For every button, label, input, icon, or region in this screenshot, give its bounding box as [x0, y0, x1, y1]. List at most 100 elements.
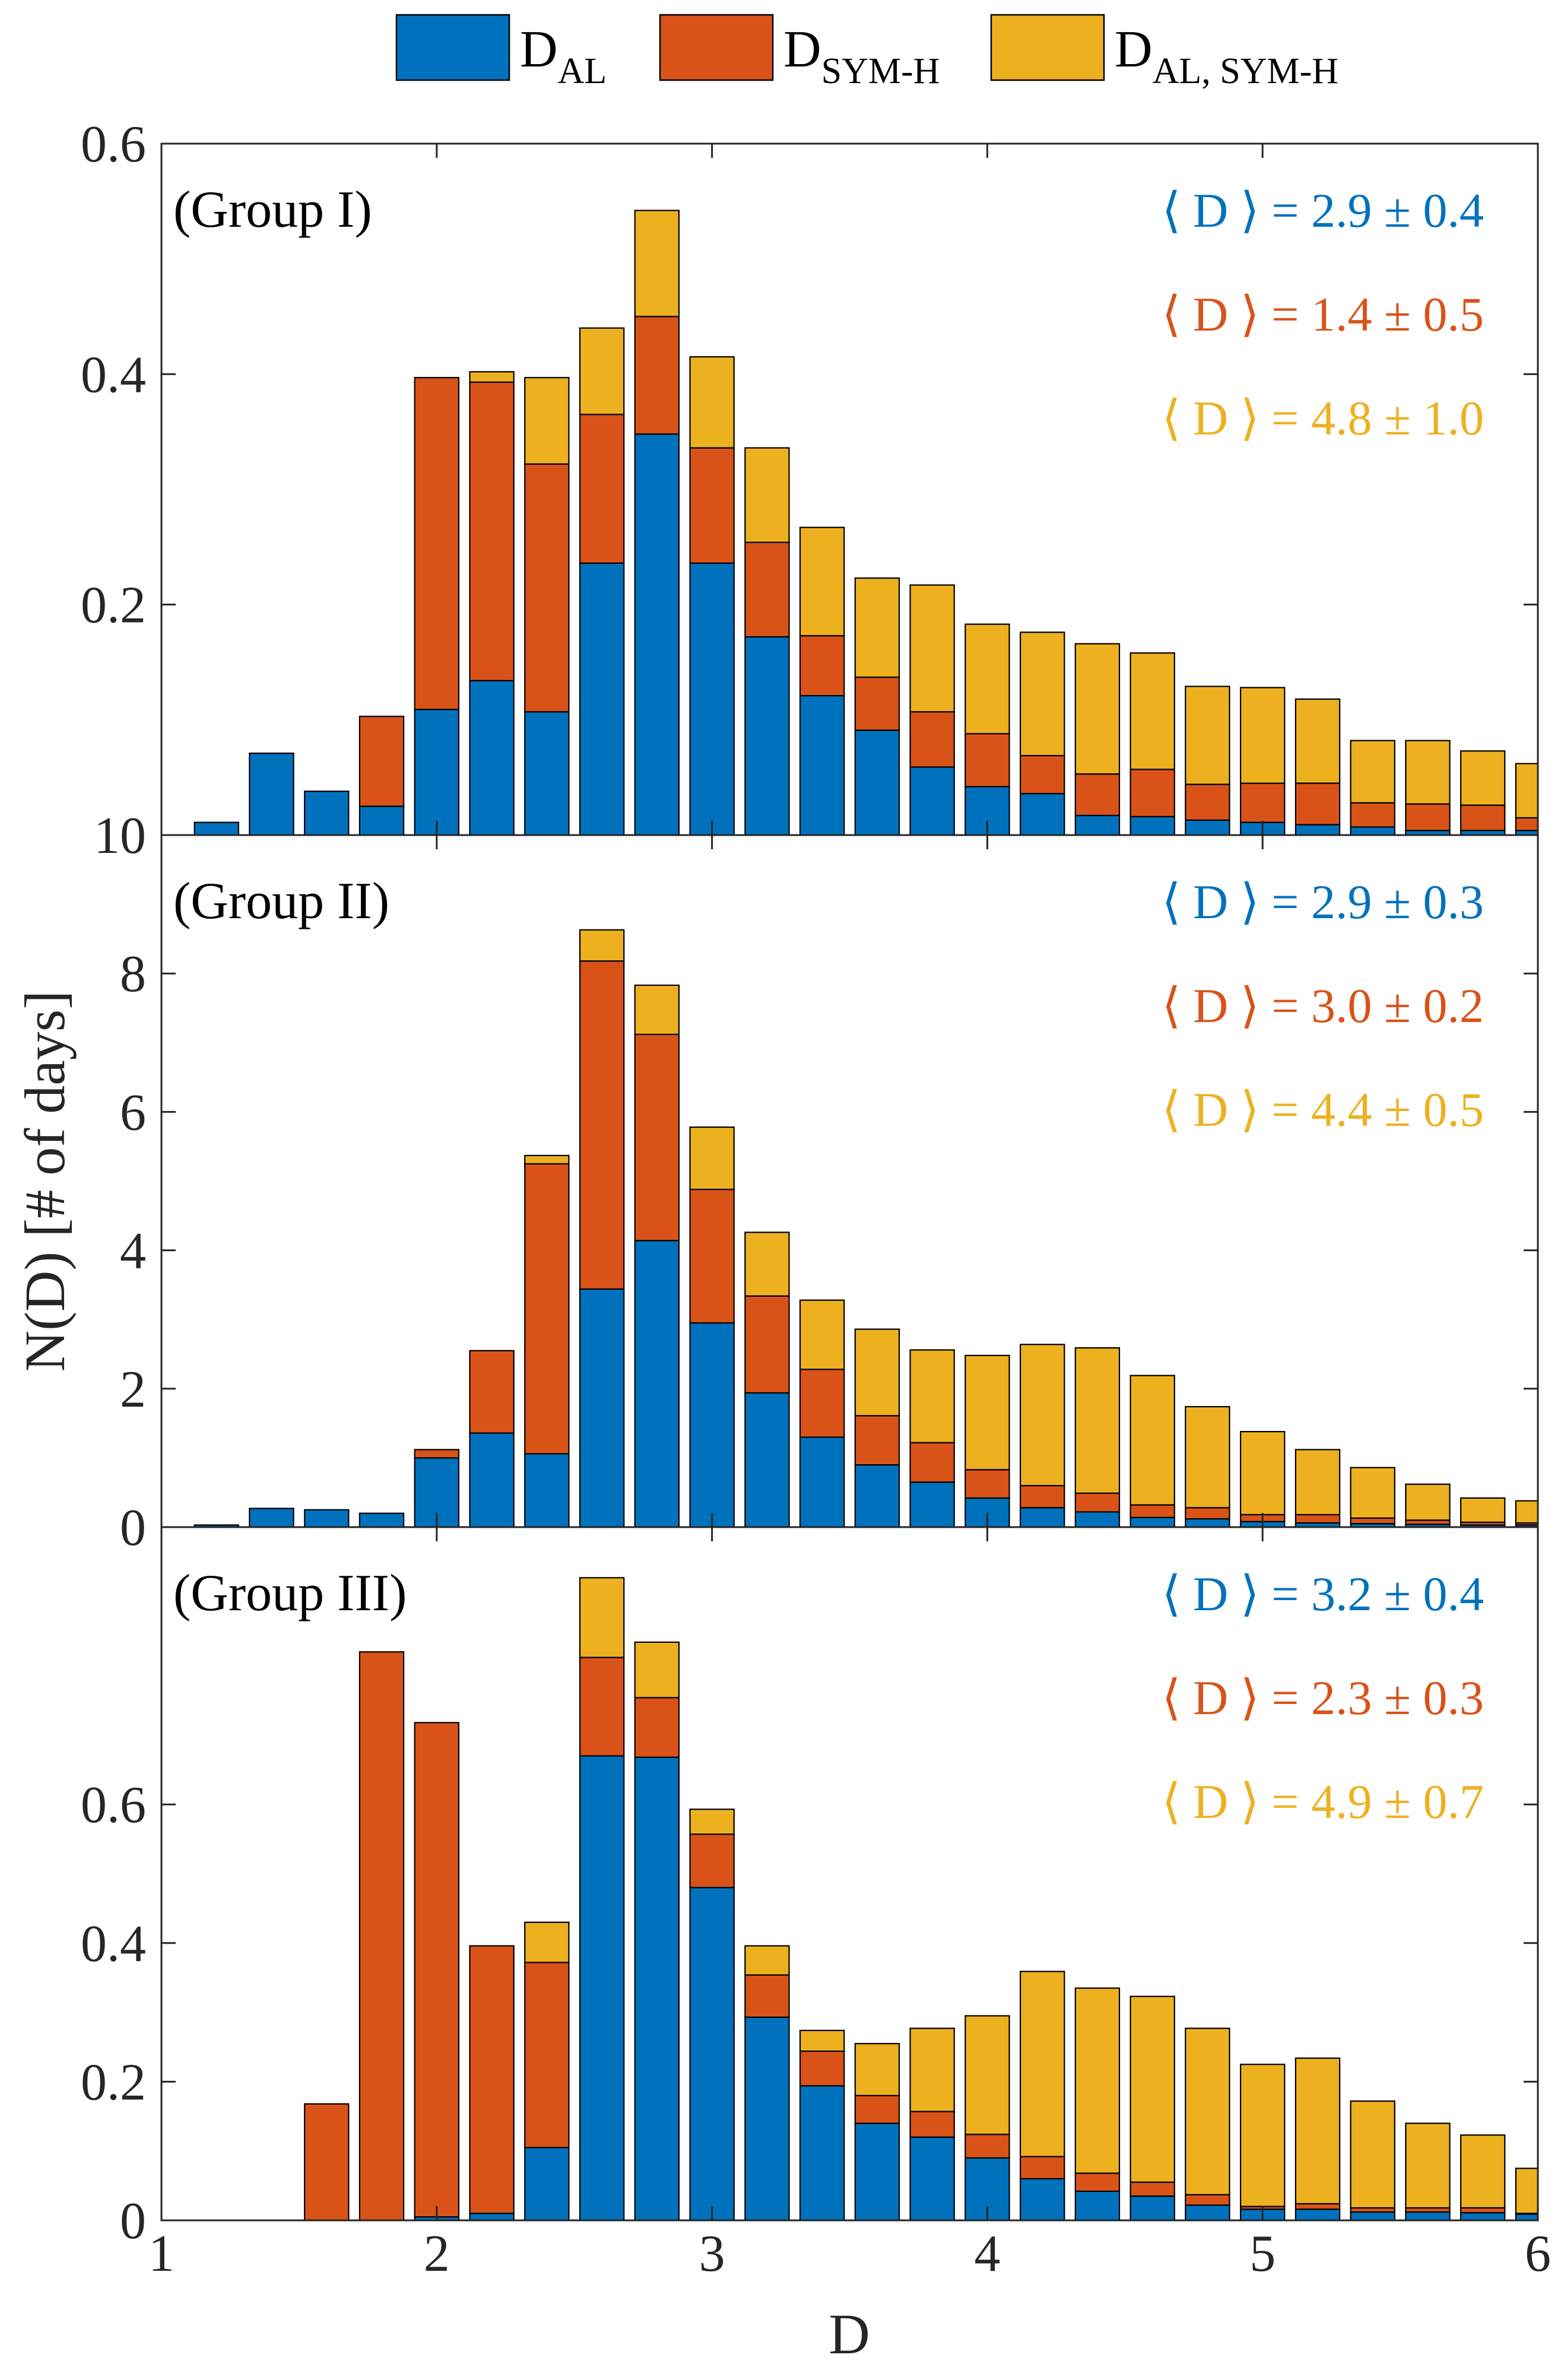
- bar-d-al-sym-h-bin-16: [1019, 1344, 1065, 1487]
- bar-d-al-sym-h-bin-23: [1405, 1483, 1451, 1521]
- bar-d-al-sym-h-bin-14: [909, 2027, 955, 2112]
- mean-stat-2: ⟨ D ⟩ = 3.0 ± 0.2: [1162, 979, 1484, 1033]
- bar-d-al-bin-8: [579, 1288, 625, 1528]
- bar-d-al-bin-7: [524, 711, 570, 836]
- bar-d-al-bin-2: [249, 1508, 294, 1528]
- bar-d-sym-h-bin-7: [524, 463, 570, 713]
- bar-d-al-bin-12: [799, 694, 845, 836]
- bar-d-al-sym-h-bin-14: [909, 1349, 955, 1443]
- bar-d-al-bin-7: [524, 1453, 570, 1528]
- bar-d-al-bin-25: [1515, 2213, 1539, 2222]
- bar-d-al-sym-h-bin-8: [579, 929, 625, 962]
- bar-d-sym-h-bin-12: [799, 2050, 845, 2087]
- bar-d-al-bin-5: [414, 709, 460, 836]
- bar-d-al-bin-9: [634, 433, 680, 836]
- bar-d-sym-h-bin-14: [909, 711, 955, 768]
- bar-d-al-bin-21: [1295, 2208, 1341, 2222]
- bar-d-al-bin-11: [744, 2016, 790, 2222]
- y-axis-label: N(D) [# of days]: [13, 991, 77, 1372]
- x-tick-label: 5: [1249, 2225, 1276, 2283]
- bar-d-al-sym-h-bin-25: [1515, 1500, 1539, 1524]
- y-tick-label: 0.6: [81, 1776, 146, 1834]
- bar-d-al-sym-h-bin-18: [1129, 1375, 1175, 1506]
- bar-d-al-bin-13: [854, 1464, 900, 1528]
- bar-d-sym-h-bin-5: [414, 1449, 460, 1459]
- bar-d-al-sym-h-bin-15: [964, 2015, 1010, 2135]
- legend-swatch: [990, 14, 1105, 81]
- bar-d-al-sym-h-bin-25: [1515, 2168, 1539, 2214]
- bar-d-al-bin-6: [469, 2213, 515, 2222]
- bar-d-al-sym-h-bin-24: [1460, 2134, 1506, 2209]
- bar-d-al-sym-h-bin-22: [1350, 2100, 1395, 2209]
- panel-group-1: 0.2 0.4 0.6 (Group I) ⟨ D ⟩ = 2.9 ± 0.4 ⟨ D ⟩…: [81, 116, 1539, 836]
- bar-d-al-sym-h-bin-23: [1405, 740, 1451, 805]
- bar-d-sym-h-bin-21: [1295, 1513, 1341, 1524]
- bar-d-al-bin-8: [579, 562, 625, 836]
- bar-d-sym-h-bin-19: [1185, 783, 1230, 821]
- bar-d-sym-h-bin-21: [1295, 2203, 1341, 2210]
- bar-d-al-bin-18: [1129, 1516, 1175, 1528]
- bar-d-al-bin-11: [744, 1392, 790, 1528]
- bar-d-sym-h-bin-11: [744, 1974, 790, 2018]
- bar-d-al-sym-h-bin-12: [799, 1299, 845, 1370]
- x-tick-label: 1: [148, 2225, 174, 2283]
- bar-d-al-bin-11: [744, 636, 790, 836]
- bar-d-al-sym-h-bin-9: [634, 1641, 680, 1699]
- bar-d-al-bin-18: [1129, 815, 1175, 836]
- bar-d-al-bin-3: [304, 791, 350, 836]
- bar-d-al-sym-h-bin-8: [579, 1577, 625, 1658]
- bar-d-sym-h-bin-14: [909, 1442, 955, 1483]
- legend-entry-3: DAL, SYM-H: [990, 14, 1338, 91]
- bar-d-sym-h-bin-19: [1185, 1507, 1230, 1520]
- bar-d-al-sym-h-bin-10: [689, 1126, 735, 1191]
- bar-d-al-sym-h-bin-11: [744, 447, 790, 543]
- bar-d-al-bin-19: [1185, 1518, 1230, 1528]
- bar-d-al-bin-10: [689, 562, 735, 836]
- bar-d-sym-h-bin-13: [854, 1415, 900, 1466]
- bar-d-al-bin-4: [358, 805, 405, 836]
- bar-d-al-sym-h-bin-7: [524, 377, 570, 465]
- bar-d-sym-h-bin-8: [579, 1657, 625, 1757]
- bar-d-al-bin-1: [193, 821, 240, 836]
- bar-d-al-bin-14: [909, 2136, 955, 2222]
- bar-d-sym-h-bin-12: [799, 1369, 845, 1438]
- bar-d-al-sym-h-bin-10: [689, 356, 735, 449]
- bar-d-sym-h-bin-15: [964, 2134, 1010, 2159]
- bar-d-al-bin-7: [524, 2147, 570, 2222]
- bar-d-al-bin-17: [1074, 814, 1121, 836]
- bar-d-al-bin-24: [1460, 2212, 1506, 2222]
- bar-d-sym-h-bin-11: [744, 541, 790, 638]
- bar-d-sym-h-bin-6: [469, 381, 515, 681]
- bar-d-al-sym-h-bin-19: [1185, 1406, 1230, 1509]
- bar-d-sym-h-bin-5: [414, 377, 460, 710]
- x-tick-label: 4: [974, 2225, 1000, 2283]
- bar-d-al-sym-h-bin-24: [1460, 750, 1506, 806]
- y-tick-label: 6: [120, 1084, 146, 1141]
- y-tick-label: 2: [120, 1361, 146, 1419]
- mean-stat-1: ⟨ D ⟩ = 2.9 ± 0.3: [1162, 875, 1484, 929]
- bar-d-sym-h-bin-24: [1460, 804, 1506, 832]
- bar-d-sym-h-bin-9: [634, 1033, 680, 1242]
- y-tick-label: 0.2: [81, 577, 146, 634]
- bar-d-al-sym-h-bin-20: [1240, 687, 1286, 784]
- bar-d-al-sym-h-bin-11: [744, 1232, 790, 1297]
- bar-d-sym-h-bin-20: [1240, 782, 1286, 823]
- mean-stat-3: ⟨ D ⟩ = 4.8 ± 1.0: [1162, 391, 1484, 445]
- bar-d-al-sym-h-bin-20: [1240, 2064, 1286, 2207]
- bar-d-sym-h-bin-9: [634, 316, 680, 435]
- bar-d-sym-h-bin-16: [1019, 754, 1065, 795]
- bar-d-al-sym-h-bin-18: [1129, 1995, 1175, 2183]
- bar-d-sym-h-bin-9: [634, 1697, 680, 1758]
- bar-d-al-bin-22: [1350, 2211, 1395, 2222]
- bar-d-al-sym-h-bin-21: [1295, 2057, 1341, 2205]
- bar-d-al-bin-14: [909, 1481, 955, 1528]
- bar-d-sym-h-bin-22: [1350, 1517, 1395, 1525]
- bar-d-al-bin-19: [1185, 2204, 1230, 2222]
- bar-d-sym-h-bin-4: [358, 715, 405, 807]
- legend-label: DAL: [520, 21, 607, 91]
- panel-frame: [160, 1526, 1539, 2222]
- bar-d-sym-h-bin-14: [909, 2111, 955, 2138]
- bar-d-al-sym-h-bin-24: [1460, 1497, 1506, 1523]
- bar-d-sym-h-bin-7: [524, 1962, 570, 2149]
- y-tick-label: 0.2: [81, 2054, 146, 2111]
